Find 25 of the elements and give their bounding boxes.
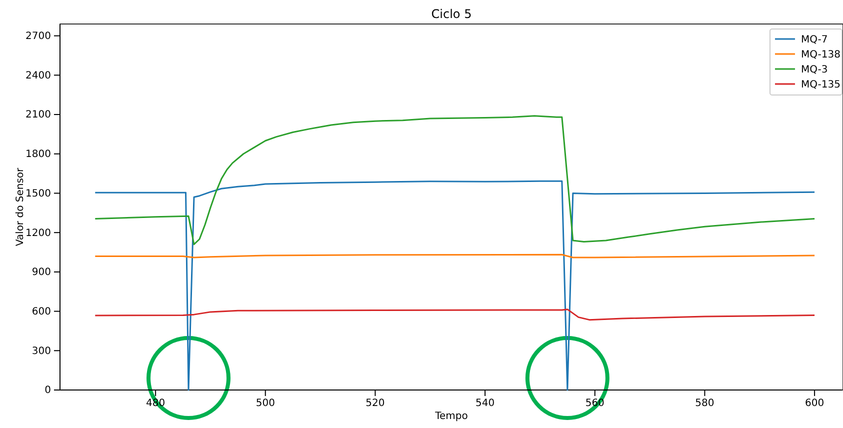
y-tick-label: 1800 — [26, 149, 51, 160]
line-series — [94, 180, 816, 391]
y-tick-label: 300 — [32, 346, 51, 357]
y-tick-label: 1500 — [26, 188, 51, 200]
line-series — [94, 115, 816, 246]
y-tick-label: 2400 — [26, 70, 51, 82]
legend-label: MQ-138 — [801, 50, 840, 60]
x-axis-title: Tempo — [434, 411, 468, 422]
y-axis-title: Valor do Sensor — [15, 166, 26, 246]
y-tick-label: 1200 — [26, 228, 51, 239]
legend-label: MQ-7 — [801, 34, 828, 46]
y-tick-label: 900 — [32, 267, 51, 278]
x-tick-label: 500 — [256, 398, 275, 410]
x-tick-label: 580 — [695, 398, 714, 410]
x-tick-label: 540 — [476, 398, 495, 410]
line-series — [94, 308, 816, 321]
y-tick-label: 2100 — [26, 110, 51, 121]
y-tick-label: 2700 — [26, 31, 51, 42]
chart-title: Ciclo 5 — [431, 7, 472, 21]
y-tick-label: 0 — [44, 385, 51, 396]
y-tick-label: 600 — [32, 306, 51, 318]
x-tick-label: 600 — [804, 398, 824, 410]
legend-label: MQ-135 — [801, 80, 840, 90]
x-tick-label: 520 — [366, 398, 385, 410]
legend-label: MQ-3 — [801, 64, 828, 76]
